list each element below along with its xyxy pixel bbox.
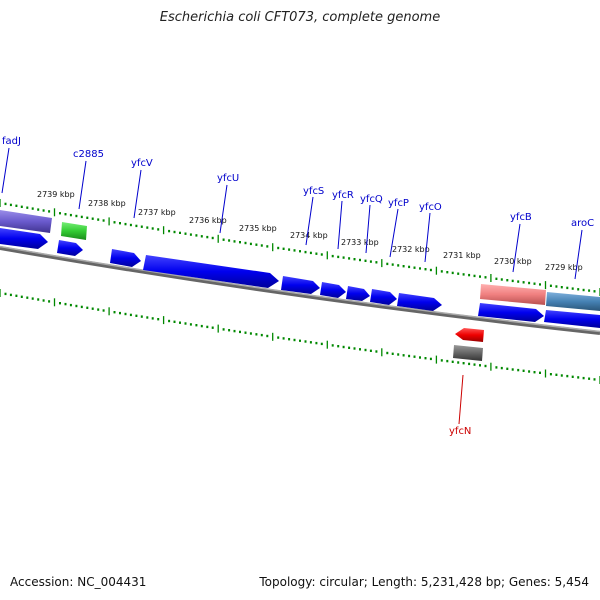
feature-purple[interactable] [0, 210, 52, 233]
label-leader-line [133, 169, 142, 219]
accession-text: Accession: NC_004431 [10, 575, 147, 589]
map-title: Escherichia coli CFT073, complete genome [159, 10, 441, 25]
scale-ticks-lower [0, 289, 600, 384]
scale-label: 2736 kbp [189, 216, 227, 225]
gene-label-aroC[interactable]: aroC [571, 218, 594, 229]
scale-label: 2739 kbp [37, 190, 75, 199]
gene-label-yfcO[interactable]: yfcO [419, 202, 442, 213]
feature-green[interactable] [61, 222, 87, 240]
gene-label-yfcQ[interactable]: yfcQ [360, 194, 383, 205]
gene-label-c2885[interactable]: c2885 [73, 149, 104, 160]
label-leader-line [389, 208, 399, 258]
gene-label-yfcV[interactable]: yfcV [131, 158, 153, 169]
cds-forward-arrow[interactable] [478, 303, 544, 322]
label-leader-line [512, 223, 521, 273]
cds-forward-arrow[interactable] [544, 310, 600, 328]
cds-reverse-arrow[interactable] [455, 328, 484, 342]
genome-backbone-highlight [0, 245, 600, 333]
cds-forward-arrow[interactable] [370, 289, 397, 305]
gene-label-fadJ[interactable]: fadJ [2, 136, 21, 147]
scale-label: 2732 kbp [392, 245, 430, 254]
gene-label-yfcB[interactable]: yfcB [510, 212, 532, 223]
label-leader-line [424, 212, 431, 263]
gene-label-yfcN[interactable]: yfcN [449, 426, 471, 437]
label-leader-line [458, 374, 464, 425]
gene-label-yfcU[interactable]: yfcU [217, 173, 239, 184]
label-leader-line [78, 160, 87, 210]
cds-forward-arrow[interactable] [320, 282, 346, 298]
label-leader-line [305, 196, 314, 246]
scale-label: 2731 kbp [443, 251, 481, 260]
cds-forward-arrow[interactable] [57, 240, 83, 256]
label-leader-line [365, 204, 371, 254]
cds-forward-arrow[interactable] [0, 228, 48, 249]
cds-forward-arrow[interactable] [397, 293, 442, 311]
feature-grey[interactable] [453, 345, 483, 361]
gene-label-yfcP[interactable]: yfcP [388, 198, 409, 209]
scale-label: 2734 kbp [290, 231, 328, 240]
scale-label: 2735 kbp [239, 224, 277, 233]
label-leader-line [1, 147, 10, 194]
label-leader-line [219, 184, 228, 234]
cds-forward-arrow[interactable] [346, 286, 370, 301]
label-leader-line [337, 200, 343, 250]
cds-forward-arrow[interactable] [110, 249, 141, 267]
feature-pink[interactable] [480, 284, 546, 305]
scale-label: 2738 kbp [88, 199, 126, 208]
genome-stats-text: Topology: circular; Length: 5,231,428 bp… [259, 575, 589, 589]
feature-steelblue[interactable] [546, 292, 600, 311]
gene-label-yfcR[interactable]: yfcR [332, 190, 354, 201]
scale-ticks-upper [0, 199, 600, 296]
scale-label: 2737 kbp [138, 208, 176, 217]
scale-label: 2729 kbp [545, 263, 583, 272]
cds-forward-arrow[interactable] [281, 276, 320, 294]
scale-label: 2733 kbp [341, 238, 379, 247]
label-leader-line [574, 229, 583, 280]
scale-label: 2730 kbp [494, 257, 532, 266]
gene-label-yfcS[interactable]: yfcS [303, 186, 324, 197]
cds-forward-arrow[interactable] [143, 255, 279, 288]
genome-backbone [0, 246, 600, 335]
